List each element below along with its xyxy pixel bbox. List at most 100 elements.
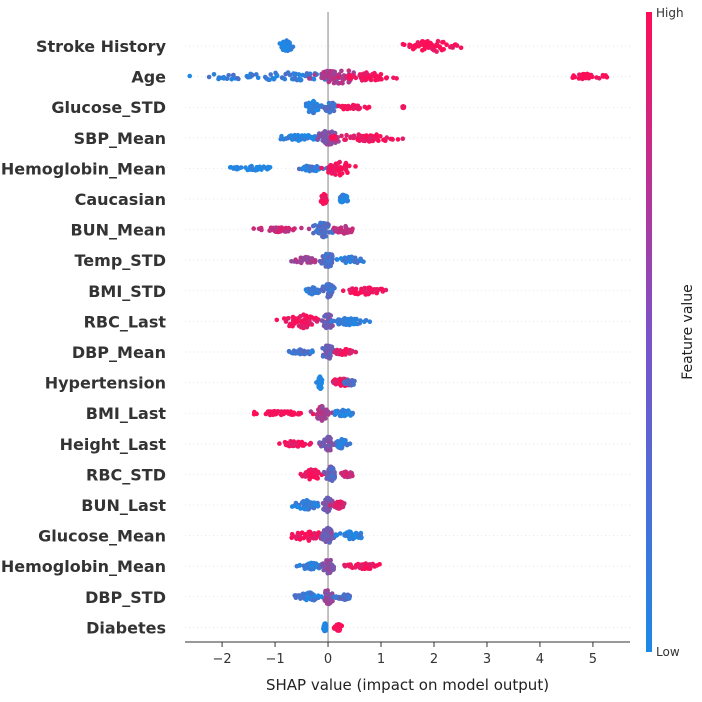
shap-point bbox=[435, 38, 441, 44]
shap-point bbox=[296, 323, 302, 329]
shap-point bbox=[373, 136, 378, 142]
shap-point bbox=[340, 504, 346, 510]
shap-point bbox=[340, 197, 345, 203]
shap-point bbox=[338, 80, 344, 86]
shap-point bbox=[326, 285, 332, 290]
shap-point bbox=[362, 566, 368, 572]
feature-label: Hemoglobin_Mean bbox=[1, 557, 166, 576]
shap-point bbox=[226, 73, 231, 78]
shap-point bbox=[343, 160, 349, 166]
shap-point bbox=[370, 71, 375, 77]
shap-point bbox=[311, 98, 316, 104]
shap-point bbox=[367, 135, 372, 141]
shap-point bbox=[320, 410, 326, 416]
shap-point bbox=[299, 530, 305, 536]
shap-point bbox=[230, 72, 236, 78]
shap-point bbox=[448, 44, 453, 50]
shap-point bbox=[256, 165, 261, 170]
shap-point bbox=[328, 467, 334, 472]
shap-point bbox=[323, 225, 328, 231]
shap-point bbox=[279, 227, 285, 232]
shap-point bbox=[311, 230, 316, 236]
shap-point bbox=[312, 72, 318, 77]
shap-point bbox=[288, 442, 294, 447]
shap-point bbox=[422, 46, 427, 52]
shap-point bbox=[348, 76, 353, 82]
shap-point bbox=[319, 165, 324, 171]
shap-point bbox=[287, 349, 292, 355]
shap-point bbox=[302, 133, 308, 138]
shap-point bbox=[290, 137, 295, 142]
shap-point bbox=[253, 72, 259, 77]
x-tick-label: 1 bbox=[377, 652, 385, 667]
shap-point bbox=[320, 354, 326, 359]
shap-point bbox=[238, 165, 244, 170]
shap-point bbox=[353, 75, 359, 81]
shap-point bbox=[346, 378, 351, 384]
shap-point bbox=[326, 343, 332, 349]
shap-point bbox=[332, 69, 338, 75]
shap-point bbox=[378, 134, 383, 139]
shap-point bbox=[348, 134, 354, 139]
shap-point bbox=[367, 75, 372, 80]
shap-point bbox=[304, 563, 310, 568]
shap-point bbox=[228, 165, 234, 170]
shap-point bbox=[353, 164, 358, 169]
shap-point bbox=[293, 320, 298, 325]
shap-point bbox=[367, 319, 373, 325]
shap-point bbox=[322, 195, 327, 201]
shap-point bbox=[279, 75, 285, 80]
feature-label: Diabetes bbox=[86, 618, 166, 637]
shap-point bbox=[344, 318, 349, 323]
shap-point bbox=[268, 72, 274, 77]
shap-point bbox=[319, 534, 324, 539]
shap-point bbox=[347, 536, 352, 542]
shap-point bbox=[331, 564, 337, 570]
shap-point bbox=[317, 379, 323, 384]
shap-point bbox=[344, 198, 350, 204]
shap-point bbox=[344, 74, 349, 79]
feature-label: RBC_STD bbox=[86, 465, 166, 484]
shap-point bbox=[363, 292, 369, 297]
shap-point bbox=[283, 39, 289, 45]
shap-point bbox=[290, 412, 296, 417]
shap-point bbox=[235, 76, 240, 81]
shap-point bbox=[308, 349, 314, 355]
shap-point bbox=[336, 103, 341, 109]
x-axis-ticks: −2 −1 0 1 2 3 4 5 bbox=[212, 642, 597, 667]
shap-point bbox=[444, 42, 449, 47]
shap-point bbox=[319, 385, 324, 391]
shap-point bbox=[340, 193, 346, 198]
shap-point bbox=[304, 597, 309, 603]
shap-point bbox=[366, 104, 372, 110]
shap-point bbox=[325, 138, 331, 143]
shap-point bbox=[342, 470, 347, 475]
shap-point bbox=[356, 132, 362, 137]
shap-point bbox=[337, 317, 343, 323]
shap-point bbox=[579, 75, 584, 81]
shap-point bbox=[343, 228, 349, 233]
shap-point bbox=[267, 77, 272, 83]
feature-label: DBP_Mean bbox=[72, 343, 166, 362]
shap-point bbox=[322, 505, 328, 511]
shap-point bbox=[330, 323, 335, 329]
shap-point bbox=[285, 44, 291, 50]
shap-point bbox=[415, 40, 421, 45]
shap-point bbox=[323, 258, 329, 263]
shap-point bbox=[334, 533, 340, 538]
feature-label: Glucose_Mean bbox=[38, 527, 166, 546]
shap-point bbox=[273, 70, 278, 76]
shap-point bbox=[345, 441, 350, 447]
shap-point bbox=[347, 73, 353, 78]
shap-point bbox=[344, 321, 350, 327]
shap-point bbox=[342, 408, 347, 414]
x-tick-label: 0 bbox=[324, 652, 332, 667]
shap-point bbox=[323, 322, 329, 328]
shap-point bbox=[314, 165, 320, 171]
shap-point bbox=[313, 315, 319, 321]
shap-point bbox=[310, 223, 316, 229]
x-tick-label: 2 bbox=[430, 652, 438, 667]
feature-label: BUN_Mean bbox=[70, 221, 166, 240]
shap-point bbox=[332, 133, 338, 139]
shap-point bbox=[255, 75, 261, 81]
